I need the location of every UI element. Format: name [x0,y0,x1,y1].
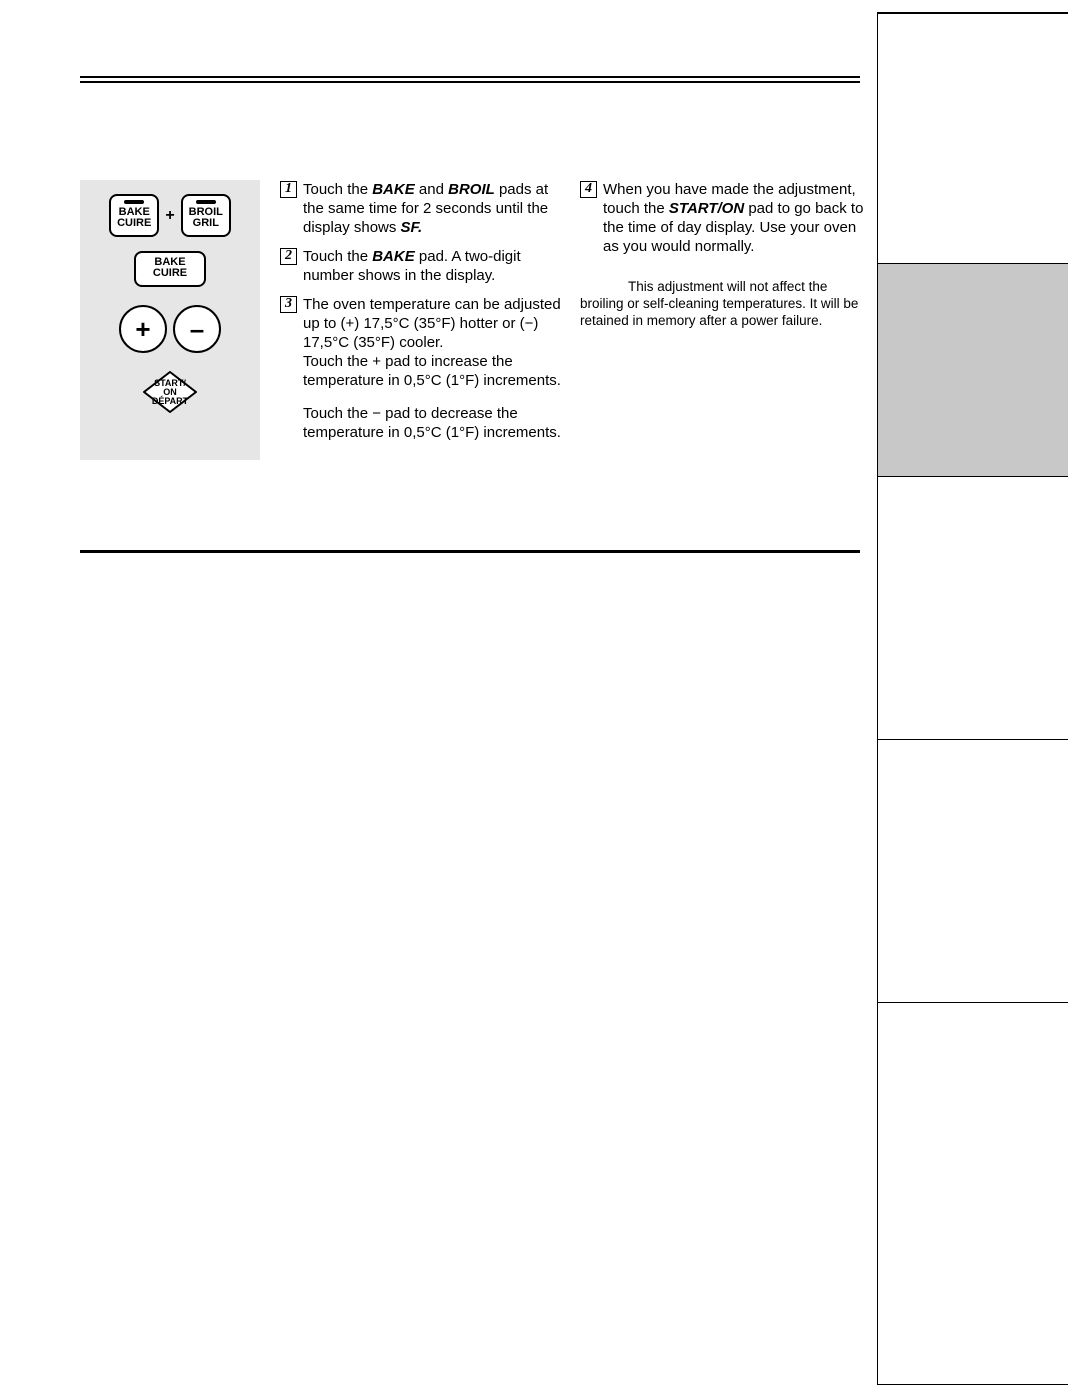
side-tab-1[interactable] [878,263,1068,476]
panel-row-bake-broil: BAKE CUIRE + BROIL GRIL [90,194,250,237]
side-tab-5[interactable] [878,1220,1068,1382]
side-tabs [877,12,1068,1385]
broil-pad-line2: GRIL [189,218,223,229]
rule-bottom [80,550,860,553]
step-3: 3 The oven temperature can be adjusted u… [280,295,565,442]
step-4-num: 4 [580,181,597,198]
plus-minus-row: + – [90,305,250,353]
content-area: BAKE CUIRE + BROIL GRIL BAKE CUIRE + – [80,30,860,133]
plus-pad[interactable]: + [119,305,167,353]
steps-col-right: 4 When you have made the adjustment, tou… [580,180,865,329]
steps-col-left: 1 Touch the BAKE and BROIL pads at the s… [280,180,565,452]
side-tab-3[interactable] [878,739,1068,1002]
plus-between: + [165,207,174,225]
start-line3: DÉPART [152,397,188,406]
step-3-num: 3 [280,296,297,313]
step-1: 1 Touch the BAKE and BROIL pads at the s… [280,180,565,237]
page: BAKE CUIRE + BROIL GRIL BAKE CUIRE + – [0,0,1080,1397]
step-3-body: The oven temperature can be adjusted up … [303,295,565,442]
step-2-body: Touch the BAKE pad. A two-digit number s… [303,247,565,285]
minus-pad[interactable]: – [173,305,221,353]
rule-top-2 [80,81,860,83]
side-tab-0[interactable] [878,13,1068,263]
step-1-body: Touch the BAKE and BROIL pads at the sam… [303,180,565,237]
broil-pad[interactable]: BROIL GRIL [181,194,231,237]
note-line1: This adjustment will not affect [628,279,805,294]
bake-pad-2[interactable]: BAKE CUIRE [134,251,206,287]
step-2: 2 Touch the BAKE pad. A two-digit number… [280,247,565,285]
note: This adjustment will not affect the broi… [580,278,865,329]
step-1-num: 1 [280,181,297,198]
side-tab-4[interactable] [878,1002,1068,1220]
bake-pad[interactable]: BAKE CUIRE [109,194,159,237]
step-2-num: 2 [280,248,297,265]
bake-pad-line2: CUIRE [117,218,151,229]
start-pad[interactable]: START/ ON DÉPART [142,371,198,413]
bake2-line2: CUIRE [142,268,198,279]
step-4: 4 When you have made the adjustment, tou… [580,180,865,256]
start-text: START/ ON DÉPART [142,371,198,413]
side-tab-2[interactable] [878,476,1068,739]
step-4-body: When you have made the adjustment, touch… [603,180,865,256]
rule-top-1 [80,76,860,78]
control-panel: BAKE CUIRE + BROIL GRIL BAKE CUIRE + – [80,180,260,460]
